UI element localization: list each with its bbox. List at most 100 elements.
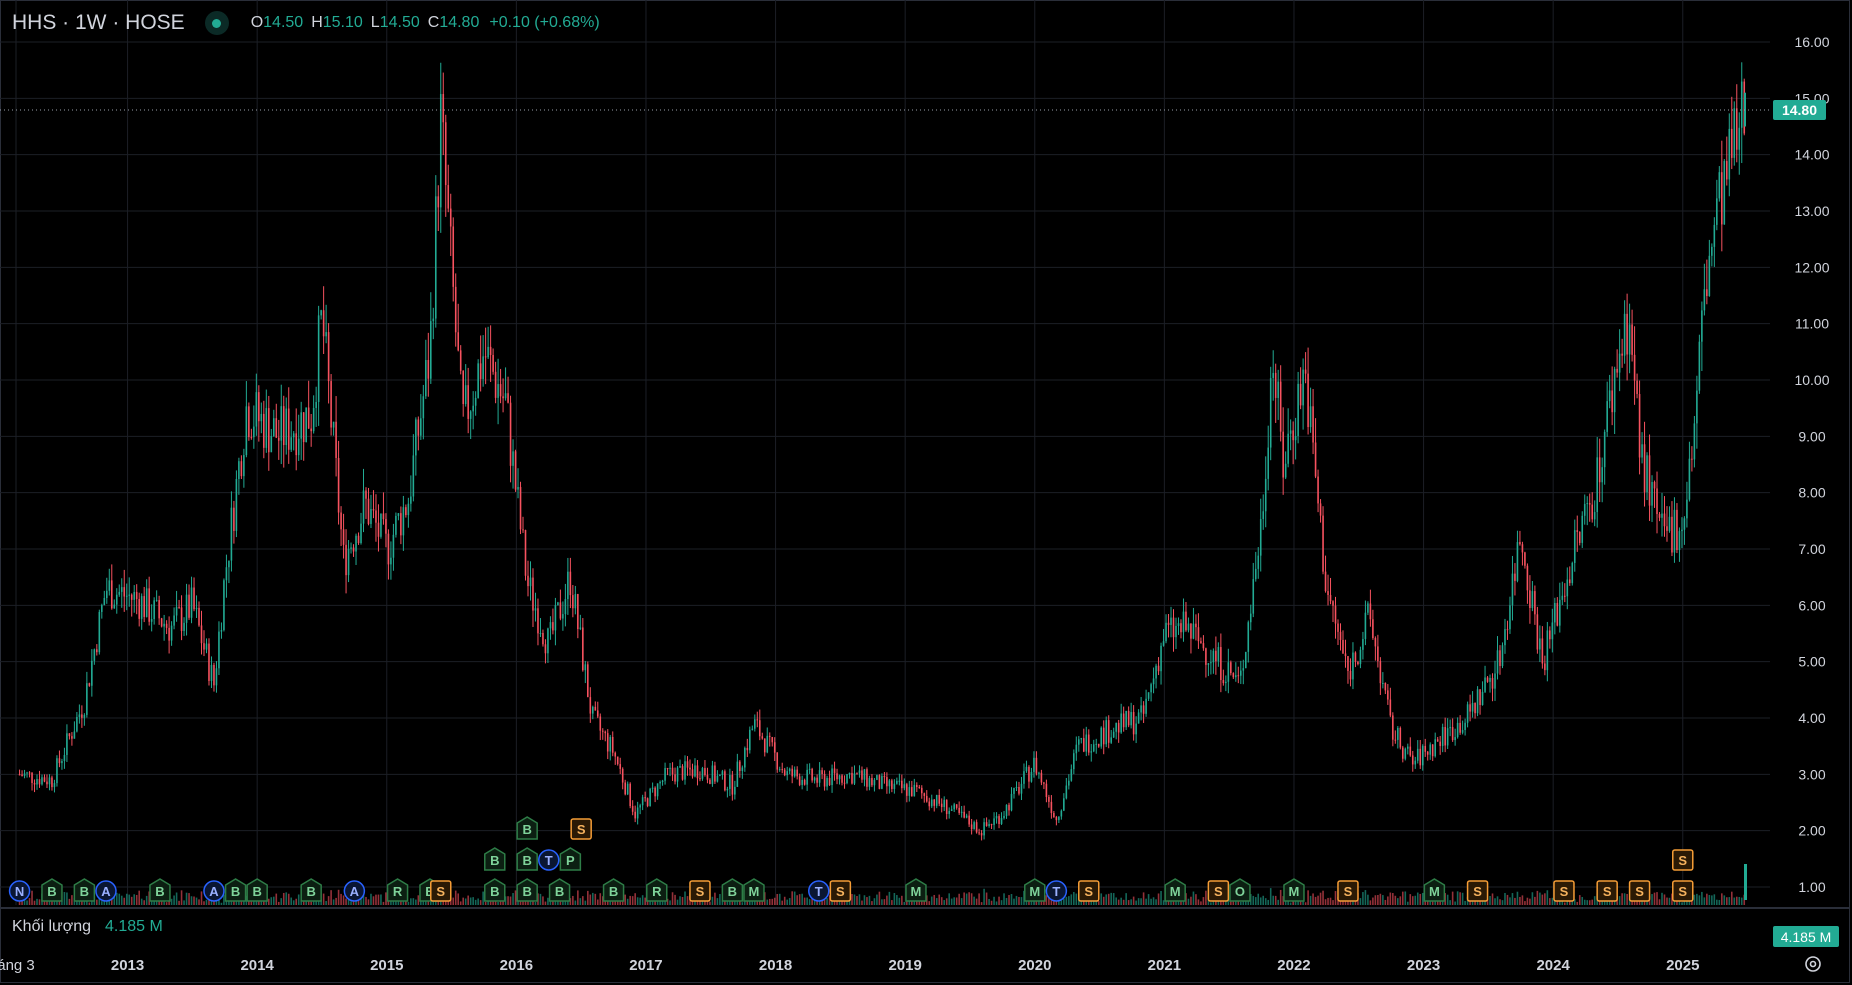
volume-bar [1092,899,1095,905]
candle-body [1259,519,1262,556]
candle-body [669,767,671,769]
candle-body [1496,650,1499,674]
candle-body [1232,673,1235,678]
volume-bar [901,895,903,905]
price-tick-label: 13.00 [1794,203,1829,219]
candle-body [1227,662,1230,682]
candle-body [1556,602,1559,626]
candle-body [390,557,392,565]
candle-body [1633,354,1636,381]
candle-body [689,767,691,770]
candle-body [497,384,499,398]
volume-bar [539,893,542,905]
volume-bar [81,899,83,905]
volume-bar [507,896,509,905]
candle-body [985,822,988,827]
candle-body [145,588,148,617]
event-marker-m: M [743,878,765,902]
candle-body [891,780,893,789]
candle-body [1187,623,1190,631]
volume-bar [1100,893,1103,905]
candle-body [831,768,833,786]
volume-bar [380,894,382,905]
candle-body [380,513,382,537]
volume-bar [1115,897,1117,905]
volume-bar [1721,893,1723,905]
candle-body [68,733,71,737]
candle-body [243,455,245,477]
volume-bar [963,892,965,905]
candle-body [103,598,106,606]
volume-bar [714,892,716,905]
candle-body [1688,458,1691,500]
candle-body [46,781,48,785]
volume-bar [958,893,960,905]
volume-bar [1651,894,1653,905]
candle-body [1454,737,1456,741]
volume-bar [307,901,310,905]
event-marker-label: T [545,853,553,868]
settings-gear-icon[interactable] [1802,953,1824,975]
candle-body [998,816,1000,824]
candle-body [190,587,193,618]
candle-body [1319,503,1322,516]
candle-body [1613,368,1616,413]
volume-bar [472,897,474,905]
volume-bar [1384,899,1387,905]
candle-body [452,226,455,287]
volume-bar [1696,893,1698,905]
volume-bar [1377,895,1379,905]
volume-bar [1618,896,1621,905]
candle-body [721,771,724,775]
candle-body [1023,771,1025,784]
candle-body [958,807,960,813]
candle-body [53,783,56,788]
candle-body [1155,665,1157,679]
time-axis: áng 3 2013 2014 2015 2016 2017 2018 2019 2020 202… [0,957,1699,974]
price-tick-label: 1.00 [1798,879,1825,895]
candle-body [993,818,995,825]
volume-bar [577,890,579,905]
volume-bar [1713,894,1716,905]
volume-bar [1010,894,1013,905]
candle-body [459,350,462,371]
volume-bar [1185,893,1187,905]
volume-bar [1272,895,1274,905]
candle-body [160,618,163,627]
price-tick-label: 9.00 [1798,428,1825,444]
volume-bar [193,896,195,905]
candle-body [1693,423,1696,460]
candle-body [1312,406,1314,443]
event-marker-b: B [149,878,171,902]
status-dot-icon [204,11,229,35]
candle-body [786,771,788,776]
candle-body [1716,198,1718,225]
candle-body [773,742,776,753]
candle-body [195,607,198,610]
volume-bar [183,900,185,905]
candle-body [1040,772,1043,783]
candle-body [213,664,215,686]
candle-body [1352,652,1354,680]
candle-body [43,777,46,782]
volume-label[interactable]: Khối lượng [12,918,92,935]
candle-body [1327,591,1329,596]
candle-body [165,623,168,628]
volume-bar [155,901,158,905]
event-marker-s: S [1466,880,1489,902]
volume-bar [1539,892,1541,905]
candle-body [170,625,173,641]
candle-body [454,286,457,333]
symbol-title[interactable]: HHS · 1W · HOSE [12,11,185,34]
candle-body [970,824,973,830]
candle-body [1429,744,1432,755]
volume-bar [130,896,133,905]
candle-body [527,575,529,587]
candle-body [716,775,719,782]
volume-bar [474,899,477,905]
event-marker-b: B [516,847,538,871]
event-marker-s: S [430,880,452,902]
candle-body [758,720,761,737]
event-marker-label: B [231,884,240,899]
